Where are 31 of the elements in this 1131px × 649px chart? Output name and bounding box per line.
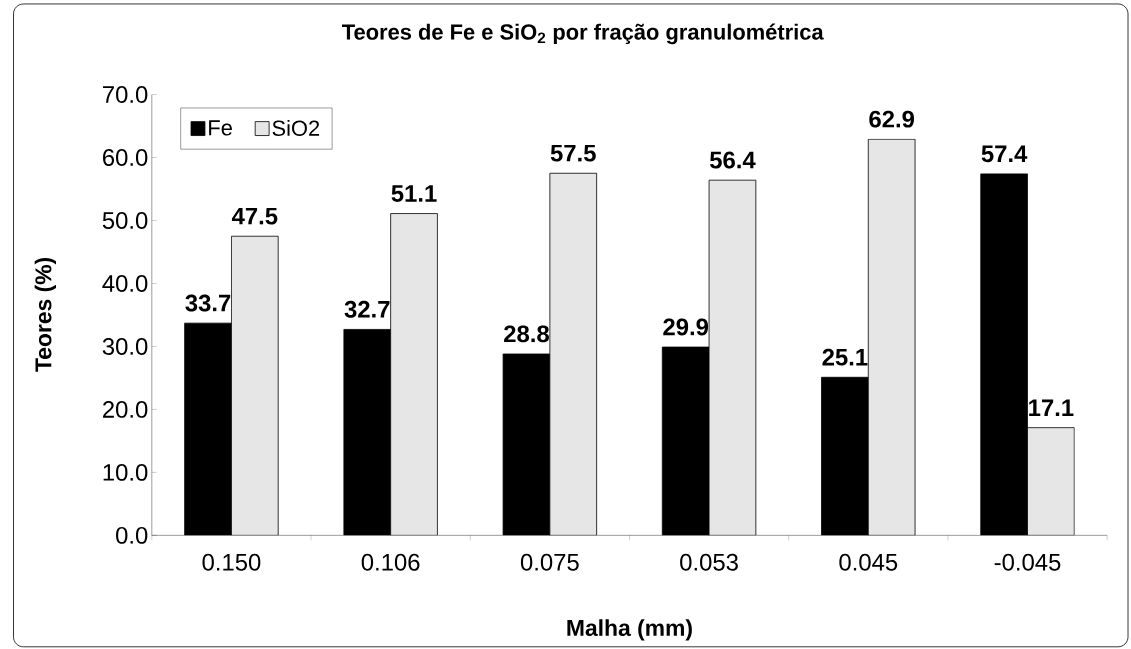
- data-label: 28.8: [504, 325, 549, 343]
- y-tick-label: 50.0: [102, 212, 148, 230]
- y-tick-label: 40.0: [102, 275, 148, 293]
- x-tick-label: -0.045: [994, 553, 1061, 571]
- y-tick-label: 10.0: [103, 464, 148, 481]
- data-label: 33.7: [185, 294, 231, 312]
- data-label: 17.1: [1029, 399, 1074, 417]
- y-tick-label: 0.0: [116, 527, 148, 544]
- chart-title: Teores de Fe e SiO$_{2}$ por fração granulométrica: [342, 23, 824, 45]
- legend-label: Fe: [209, 120, 232, 136]
- x-tick-label: 0.150: [202, 553, 261, 571]
- data-label: 47.5: [231, 207, 278, 225]
- y-tick-label: 60.0: [103, 149, 148, 167]
- y-tick-label: 70.0: [103, 86, 148, 104]
- data-label: 62.9: [869, 110, 915, 128]
- data-label: 29.9: [663, 318, 709, 336]
- x-axis-title: Malha (mm): [567, 619, 692, 641]
- y-tick-label: 20.0: [103, 401, 148, 418]
- x-tick-label: 0.045: [839, 553, 898, 571]
- data-label: 57.5: [550, 145, 596, 162]
- x-tick-label: 0.106: [361, 553, 420, 571]
- data-label: 32.7: [344, 300, 390, 318]
- data-label: 51.1: [391, 185, 437, 202]
- data-label: 25.1: [822, 348, 868, 366]
- x-tick-label: 0.075: [520, 553, 579, 571]
- x-tick-label: 0.053: [680, 553, 738, 571]
- legend-label: SiO2: [272, 119, 320, 137]
- y-axis-title: Teores (%): [34, 258, 57, 372]
- y-tick-label: 30.0: [102, 338, 148, 355]
- data-label: 57.4: [981, 145, 1028, 163]
- data-label: 56.4: [709, 151, 756, 169]
